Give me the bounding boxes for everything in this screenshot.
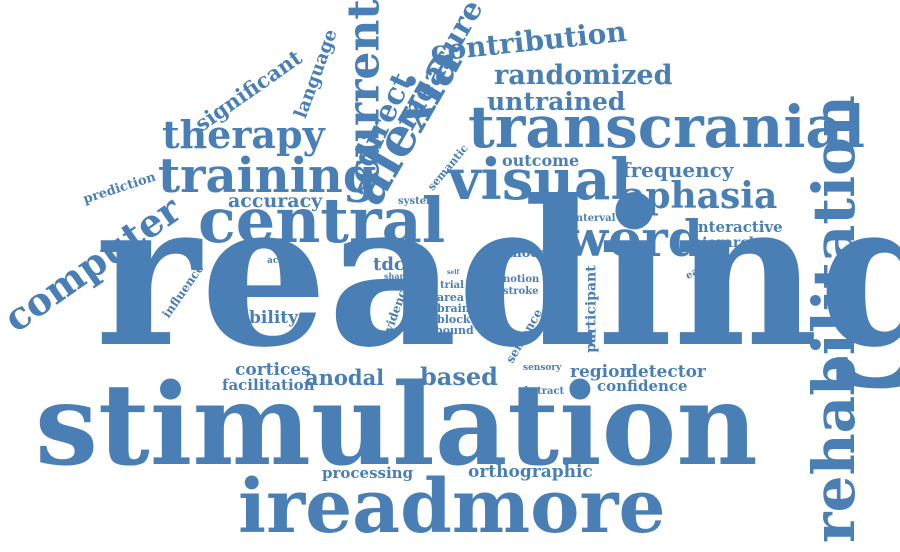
word-interactive: interactive [692, 218, 783, 236]
word-participant: participant [583, 265, 600, 353]
word-activity: activity [267, 256, 304, 266]
word-language: language [290, 26, 342, 122]
word-outcome: outcome [502, 151, 580, 170]
word-ability: ability [238, 308, 299, 328]
word-visual: visual [448, 147, 632, 213]
word-ireadmore: ireadmore [238, 464, 666, 550]
word-aphasia: aphasia [622, 175, 778, 217]
word-anodal: anodal [305, 365, 385, 390]
word-stimulation: stimulation [35, 360, 758, 491]
word-hierarchy: hierarchy [692, 235, 768, 251]
word-cortices: cortices [235, 360, 311, 380]
word-trial: trial [440, 280, 464, 291]
word-notion: notion [503, 274, 540, 285]
word-abstract: abstract [518, 386, 565, 397]
word-bound: bound [435, 324, 474, 337]
word-stroke: stroke [503, 286, 539, 297]
word-brain: brain [437, 302, 470, 315]
word-self: self [447, 269, 460, 276]
word-untrained: untrained [487, 87, 626, 116]
word-confidence: confidence [597, 377, 688, 395]
word-sensory: sensory [523, 363, 562, 373]
word-rehabilitation: rehabilitation [799, 95, 868, 543]
word-reading: reading [95, 157, 900, 392]
word-area: area [437, 291, 465, 304]
word-processing: processing [322, 464, 414, 482]
word-therapy: therapy [162, 112, 325, 157]
word-accuracy: accuracy [228, 190, 323, 212]
word-training: training [158, 148, 377, 204]
word-region: region [570, 362, 632, 382]
word-transcranial: transcranial [468, 93, 866, 161]
word-system: system [398, 196, 437, 207]
word-frequency: frequency [622, 158, 734, 182]
word-randomized: randomized [494, 60, 673, 91]
word-interval: interval [572, 213, 616, 224]
word-based: based [420, 362, 498, 391]
word-tdcs: tdcs [373, 254, 415, 275]
word-model: model [508, 246, 553, 261]
word-word: word [565, 209, 703, 268]
word-sham: sham [384, 271, 408, 281]
word-block: block [437, 313, 471, 326]
word-detector: detector [626, 362, 706, 382]
word-facilitation: facilitation [222, 376, 315, 394]
word-central: central [198, 184, 446, 257]
word-orthographic: orthographic [468, 462, 593, 482]
